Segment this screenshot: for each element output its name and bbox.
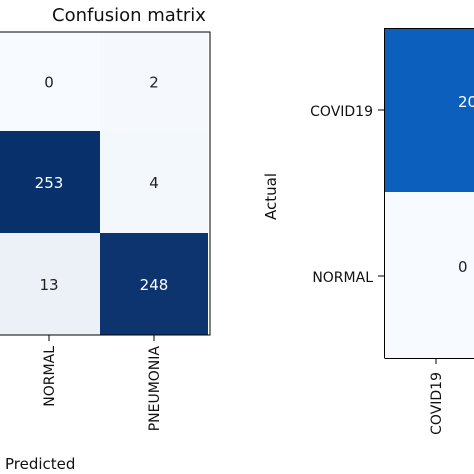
- left-cell-value: 2: [149, 74, 159, 92]
- left-cell-r2-c0: [0, 233, 100, 335]
- left-cell-value: 4: [149, 174, 159, 192]
- left-cell-r2-c1: [100, 233, 208, 335]
- right-heatmap-cells: [384, 28, 474, 358]
- left-x-tick-label: PNEUMONIA: [147, 346, 163, 432]
- right-y-tick-label: COVID19: [310, 104, 373, 120]
- left-heatmap-cells: [0, 32, 208, 335]
- right-y-ticks: COVID19 NORMAL: [310, 104, 384, 286]
- left-x-axis-label: Predicted: [5, 455, 75, 473]
- right-confusion-matrix: 20 0 COVID19 NORMAL COVID19 Actual: [262, 28, 474, 435]
- left-cell-r1-c0: [0, 131, 100, 233]
- left-cell-r0-c0: [0, 32, 100, 131]
- left-cell-value: 0: [44, 74, 54, 92]
- left-cell-labels: 0 2 253 4 13 248: [35, 74, 169, 295]
- left-cell-value: 248: [140, 276, 169, 294]
- right-x-tick-label: COVID19: [429, 372, 445, 435]
- left-cell-r1-c1: [100, 131, 208, 233]
- right-y-axis-label: Actual: [262, 173, 280, 220]
- left-plot-frame: [0, 31, 211, 336]
- left-chart-title: Confusion matrix: [52, 5, 206, 26]
- left-x-ticks: NORMAL PNEUMONIA: [42, 335, 163, 431]
- right-cell-value: 0: [458, 258, 468, 276]
- right-x-ticks: COVID19: [429, 358, 445, 435]
- right-cell-labels: 20 0: [458, 93, 474, 276]
- right-y-tick-label: NORMAL: [312, 270, 373, 286]
- left-confusion-matrix: Confusion matrix 0 2 253 4 13 248 NORMAL PNEUM…: [0, 5, 211, 473]
- left-x-tick-label: NORMAL: [42, 346, 58, 407]
- left-cell-r0-c1: [100, 32, 208, 131]
- left-cell-value: 253: [35, 174, 64, 192]
- right-cell-value: 20: [458, 93, 474, 111]
- right-cell-r0-c0: [384, 28, 474, 192]
- right-cell-r1-c0: [384, 192, 474, 358]
- left-cell-value: 13: [39, 276, 58, 294]
